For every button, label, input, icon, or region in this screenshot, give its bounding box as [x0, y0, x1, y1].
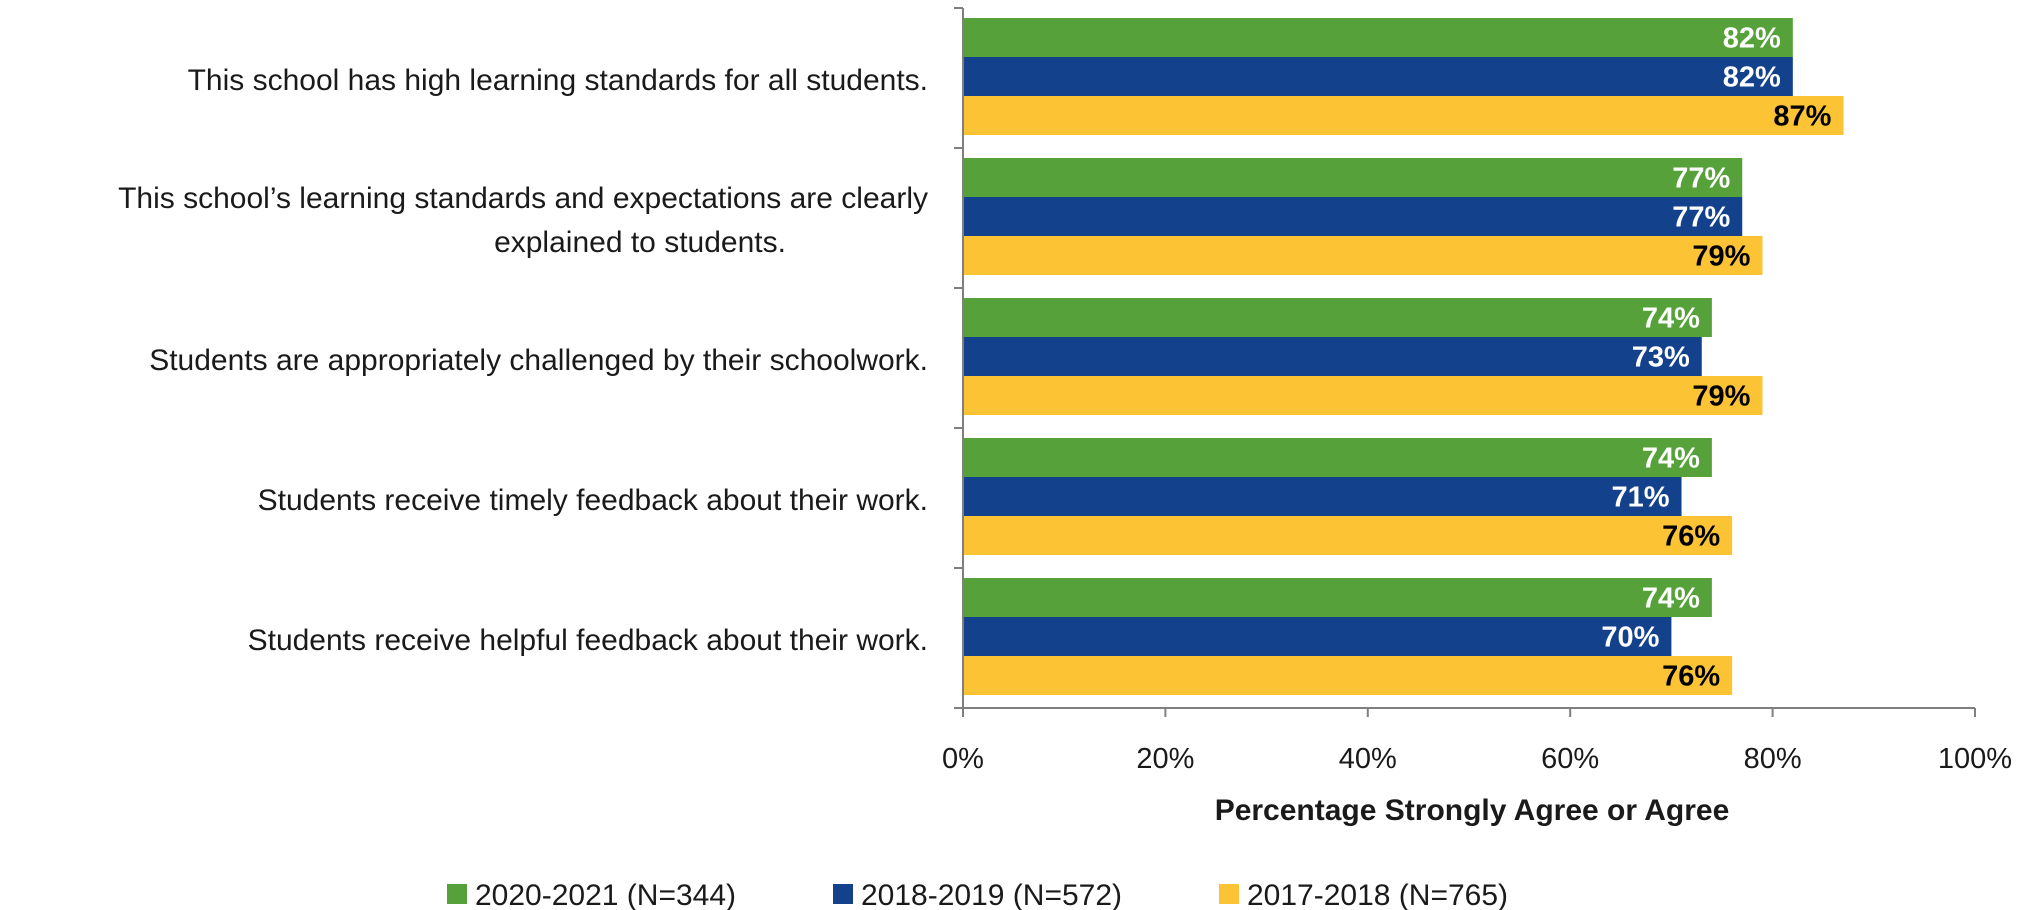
data-label: 71%: [1611, 482, 1669, 514]
x-tick-label: 20%: [1136, 743, 1194, 775]
data-label: 74%: [1642, 583, 1700, 615]
bar: [963, 656, 1733, 695]
category-label: Students receive timely feedback about t…: [258, 484, 928, 517]
bar: [963, 96, 1844, 135]
data-label: 77%: [1672, 163, 1730, 195]
data-label: 79%: [1692, 241, 1750, 273]
x-axis-title: Percentage Strongly Agree or Agree: [1215, 794, 1730, 827]
data-label: 79%: [1692, 381, 1750, 413]
category-label: Students receive helpful feedback about …: [248, 624, 928, 657]
legend-swatch: [833, 884, 853, 904]
labels-layer: 82% 82% 87% This school has high learning s…: [118, 23, 1832, 693]
legend-label: 2020-2021 (N=344): [475, 879, 736, 910]
x-tick-label: 0%: [942, 743, 984, 775]
x-tick-label: 100%: [1938, 743, 2012, 775]
x-tick-label: 80%: [1744, 743, 1802, 775]
category-label: Students are appropriately challenged by…: [149, 344, 928, 377]
data-label: 76%: [1662, 521, 1720, 553]
legend-swatch: [447, 884, 467, 904]
category-label: This school has high learning standards …: [188, 64, 928, 97]
data-label: 82%: [1723, 23, 1781, 55]
category-label: This school’s learning standards and exp…: [118, 182, 928, 259]
data-label: 74%: [1642, 443, 1700, 475]
bar: [963, 578, 1712, 617]
bar: [963, 197, 1743, 236]
bar: [963, 57, 1793, 96]
legend: 2020-2021 (N=344) 2018-2019 (N=572) 2017-2…: [447, 879, 1508, 910]
data-label: 73%: [1632, 342, 1690, 374]
legend-swatch: [1219, 884, 1239, 904]
data-label: 76%: [1662, 661, 1720, 693]
x-tick-label: 60%: [1541, 743, 1599, 775]
bar: [963, 298, 1712, 337]
bar: [963, 438, 1712, 477]
bar: [963, 617, 1672, 656]
legend-label: 2017-2018 (N=765): [1247, 879, 1508, 910]
data-label: 77%: [1672, 202, 1730, 234]
bar: [963, 236, 1763, 275]
bars-layer: [963, 18, 1844, 695]
bar: [963, 516, 1733, 555]
bar: [963, 376, 1763, 415]
x-tick-label: 40%: [1339, 743, 1397, 775]
data-label: 87%: [1773, 101, 1831, 133]
axes-layer: 0% 20% 40% 60% 80% 100%: [942, 7, 2012, 775]
data-label: 74%: [1642, 303, 1700, 335]
bar: [963, 477, 1682, 516]
data-label: 70%: [1601, 622, 1659, 654]
data-label: 82%: [1723, 62, 1781, 94]
legend-label: 2018-2019 (N=572): [861, 879, 1122, 910]
bar: [963, 158, 1743, 197]
bar: [963, 337, 1702, 376]
bar: [963, 18, 1793, 57]
